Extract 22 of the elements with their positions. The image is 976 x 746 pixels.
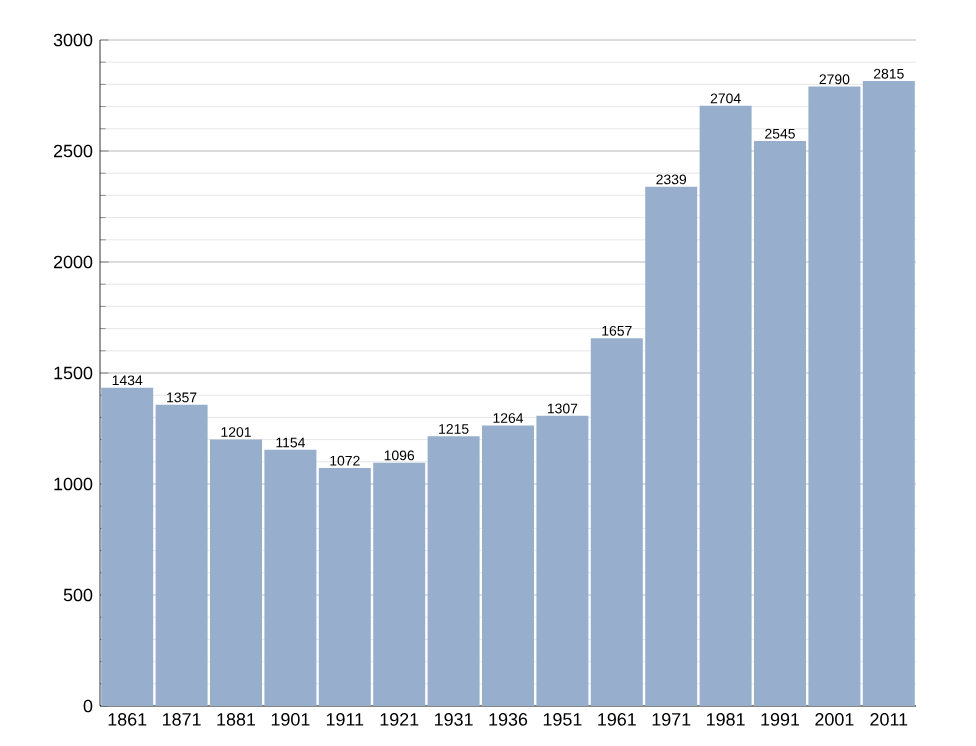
x-tick-label: 1871 xyxy=(163,713,201,726)
y-tick-label: 0 xyxy=(83,699,93,713)
x-tick-label: 1911 xyxy=(326,713,364,726)
x-tick-label: 1991 xyxy=(761,713,800,726)
x-tick-label: 1981 xyxy=(707,713,745,726)
x-tick-label: 1936 xyxy=(489,713,528,726)
x-tick-label: 1961 xyxy=(598,713,636,726)
x-tick-label: 1951 xyxy=(543,713,582,726)
x-tick-label: 1921 xyxy=(380,713,419,726)
y-tick-label: 2500 xyxy=(53,144,93,158)
x-tick-label: 1861 xyxy=(108,713,147,726)
y-tick-label: 500 xyxy=(63,588,93,602)
x-tick-label: 1901 xyxy=(271,713,310,726)
x-tick-label: 1881 xyxy=(217,713,256,726)
y-tick-label: 1500 xyxy=(54,366,93,380)
y-tick-label: 3000 xyxy=(53,33,93,47)
x-tick-label: 1971 xyxy=(652,713,691,726)
x-tick-label: 1931 xyxy=(435,713,473,726)
x-tick-label: 2001 xyxy=(815,713,854,726)
x-tick-label: 2011 xyxy=(870,713,908,726)
y-tick-label: 1000 xyxy=(54,477,93,491)
y-tick-label: 2000 xyxy=(53,255,93,269)
